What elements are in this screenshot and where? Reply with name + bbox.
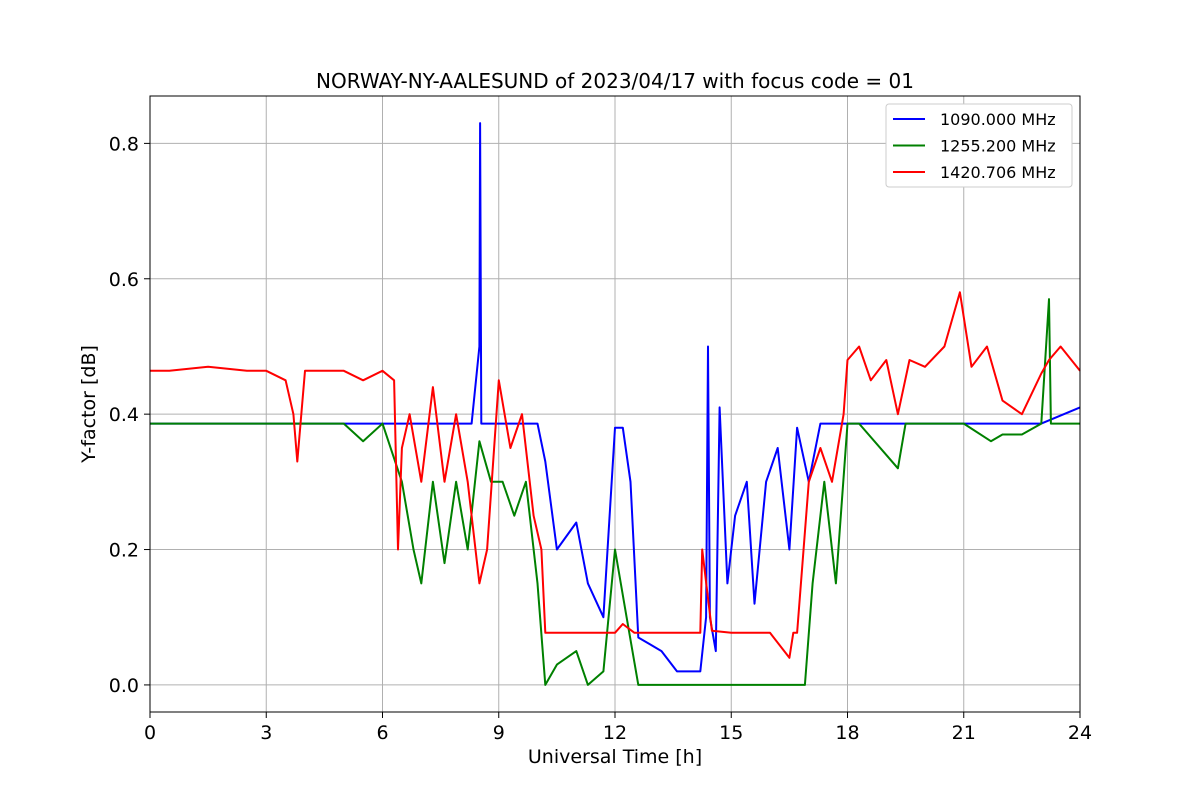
x-tick-label: 18: [835, 722, 859, 744]
x-tick-label: 6: [376, 722, 388, 744]
x-tick-label: 12: [603, 722, 627, 744]
x-axis-label: Universal Time [h]: [528, 746, 702, 768]
series-layer: [150, 122, 1081, 686]
legend-label-1: 1255.200 MHz: [940, 137, 1056, 156]
legend: 1090.000 MHz 1255.200 MHz 1420.706 MHz: [885, 103, 1073, 188]
legend-label-2: 1420.706 MHz: [940, 163, 1056, 182]
x-tick-label: 3: [260, 722, 272, 744]
x-tick-label: 0: [144, 722, 156, 744]
y-tick-label: 0.2: [109, 540, 139, 562]
y-tick-label: 0.4: [109, 404, 139, 426]
y-tick-label: 0.6: [109, 269, 139, 291]
y-tick-label: 0.8: [109, 133, 139, 155]
axis-ticks: 0 3 6 9 12 15 18 21 24 0.0 0.2 0.4 0.6 0.8: [109, 133, 1092, 744]
series-line-0: [150, 122, 1081, 673]
chart-title: NORWAY-NY-AALESUND of 2023/04/17 with fo…: [316, 69, 914, 93]
series-line-1: [150, 298, 1080, 686]
legend-label-0: 1090.000 MHz: [940, 110, 1056, 129]
x-tick-label: 15: [719, 722, 743, 744]
y-axis-label: Y-factor [dB]: [78, 345, 100, 464]
x-tick-label: 24: [1068, 722, 1092, 744]
x-tick-label: 9: [493, 722, 505, 744]
series-line-2: [150, 291, 1081, 659]
y-tick-label: 0.0: [109, 675, 139, 697]
x-tick-label: 21: [952, 722, 976, 744]
legend-box: [885, 103, 1073, 188]
